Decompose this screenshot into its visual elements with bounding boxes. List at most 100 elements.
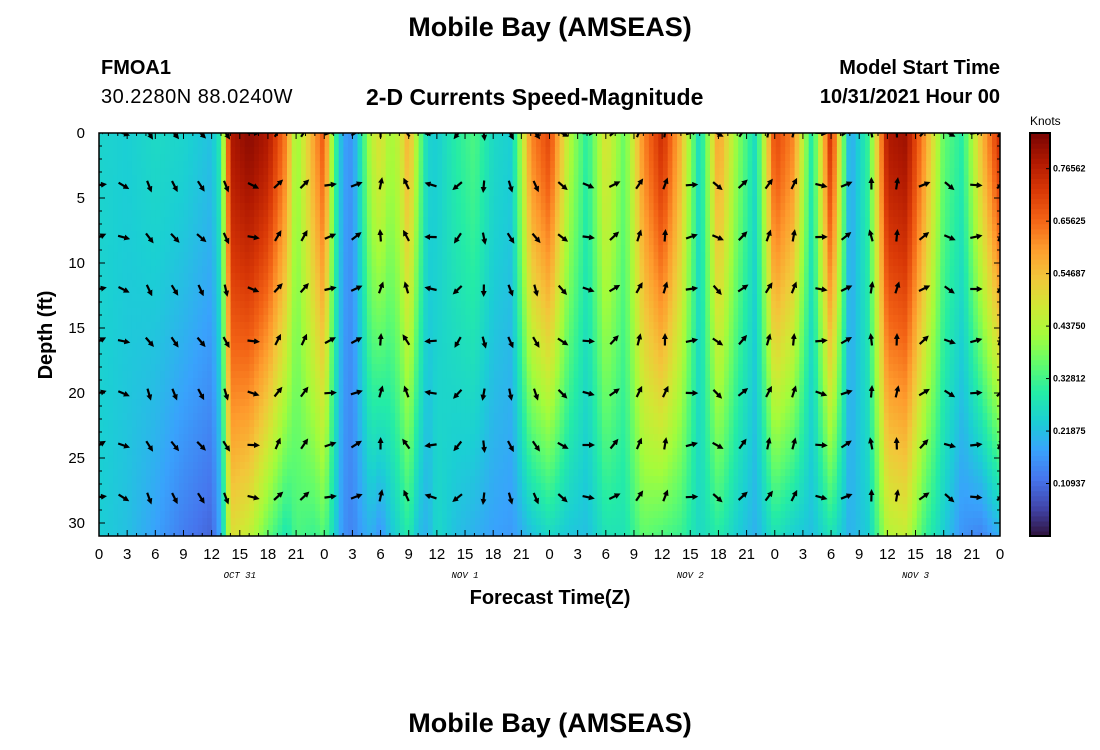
heatmap-cell <box>385 259 391 267</box>
heatmap-cell <box>489 385 495 393</box>
heatmap-cell <box>371 350 377 358</box>
heatmap-cell <box>244 224 250 232</box>
heatmap-cell <box>362 504 368 512</box>
heatmap-cell <box>418 238 424 246</box>
heatmap-cell <box>122 343 128 351</box>
heatmap-cell <box>324 252 330 260</box>
heatmap-cell <box>352 175 359 183</box>
heatmap-cell <box>263 532 269 536</box>
heatmap-cell <box>127 287 133 295</box>
heatmap-cell <box>404 427 410 435</box>
heatmap-cell <box>338 371 344 379</box>
heatmap-cell <box>498 532 504 536</box>
heatmap-cell <box>329 364 335 372</box>
heatmap-cell <box>399 161 406 169</box>
heatmap-cell <box>319 385 326 393</box>
heatmap-cell <box>291 224 297 232</box>
heatmap-cell <box>221 161 227 169</box>
heatmap-cell <box>136 329 142 337</box>
heatmap-cell <box>395 189 401 197</box>
heatmap-cell <box>334 406 340 414</box>
heatmap-cell <box>178 483 185 491</box>
heatmap-cell <box>225 203 232 211</box>
heatmap-cell <box>385 455 391 463</box>
heatmap-cell <box>479 364 485 372</box>
heatmap-cell <box>188 189 194 197</box>
heatmap-cell <box>409 399 415 407</box>
heatmap-cell <box>183 455 189 463</box>
heatmap-cell <box>376 210 382 218</box>
heatmap-cell <box>146 273 152 281</box>
heatmap-cell <box>442 504 448 512</box>
heatmap-cell <box>178 196 185 204</box>
heatmap-cell <box>136 217 142 225</box>
heatmap-cell <box>291 413 297 421</box>
heatmap-cell <box>413 462 420 470</box>
heatmap-cell <box>366 231 373 239</box>
heatmap-cell <box>319 161 326 169</box>
heatmap-cell <box>442 168 448 176</box>
heatmap-cell <box>160 483 166 491</box>
heatmap-cell <box>484 231 490 239</box>
heatmap-cell <box>150 385 156 393</box>
heatmap-cell <box>160 308 166 316</box>
heatmap-cell <box>282 357 288 365</box>
heatmap-cell <box>385 448 391 456</box>
heatmap-cell <box>207 448 213 456</box>
heatmap-cell <box>493 308 500 316</box>
heatmap-cell <box>357 525 363 533</box>
heatmap-cell <box>225 483 232 491</box>
heatmap-cell <box>141 161 147 169</box>
heatmap-cell <box>108 273 114 281</box>
heatmap-cell <box>235 196 241 204</box>
heatmap-cell <box>113 399 119 407</box>
heatmap-cell <box>413 336 420 344</box>
heatmap-cell <box>146 147 152 155</box>
heatmap-cell <box>211 420 218 428</box>
heatmap-cell <box>103 476 109 484</box>
heatmap-cell <box>197 168 203 176</box>
heatmap-cell <box>197 224 203 232</box>
heatmap-cell <box>174 350 180 358</box>
heatmap-cell <box>263 168 269 176</box>
heatmap-cell <box>413 168 420 176</box>
heatmap-cell <box>160 364 166 372</box>
heatmap-cell <box>258 133 265 141</box>
heatmap-cell <box>254 483 260 491</box>
heatmap-cell <box>291 336 297 344</box>
heatmap-cell <box>160 329 166 337</box>
heatmap-cell <box>230 210 236 218</box>
heatmap-cell <box>343 224 349 232</box>
heatmap-cell <box>329 238 335 246</box>
heatmap-cell <box>437 154 443 162</box>
heatmap-cell <box>193 371 199 379</box>
heatmap-cell <box>155 406 161 414</box>
heatmap-cell <box>263 371 269 379</box>
heatmap-cell <box>160 343 166 351</box>
heatmap-cell <box>475 364 481 372</box>
heatmap-cell <box>338 350 344 358</box>
heatmap-cell <box>155 357 161 365</box>
heatmap-cell <box>305 427 312 435</box>
heatmap-cell <box>362 154 368 162</box>
heatmap-cell <box>475 133 481 141</box>
heatmap-cell <box>305 329 312 337</box>
heatmap-cell <box>254 210 260 218</box>
heatmap-cell <box>432 224 438 232</box>
heatmap-cell <box>113 336 119 344</box>
heatmap-cell <box>240 287 246 295</box>
heatmap-cell <box>188 357 194 365</box>
heatmap-cell <box>442 336 448 344</box>
heatmap-cell <box>390 413 396 421</box>
heatmap-cell <box>423 147 429 155</box>
heatmap-cell <box>446 231 453 239</box>
heatmap-cell <box>470 357 476 365</box>
heatmap-cell <box>188 224 194 232</box>
heatmap-cell <box>188 301 194 309</box>
heatmap-cell <box>221 378 227 386</box>
heatmap-cell <box>211 336 218 344</box>
heatmap-cell <box>338 364 344 372</box>
heatmap-cell <box>362 196 368 204</box>
heatmap-cell <box>465 203 471 211</box>
heatmap-cell <box>305 175 312 183</box>
